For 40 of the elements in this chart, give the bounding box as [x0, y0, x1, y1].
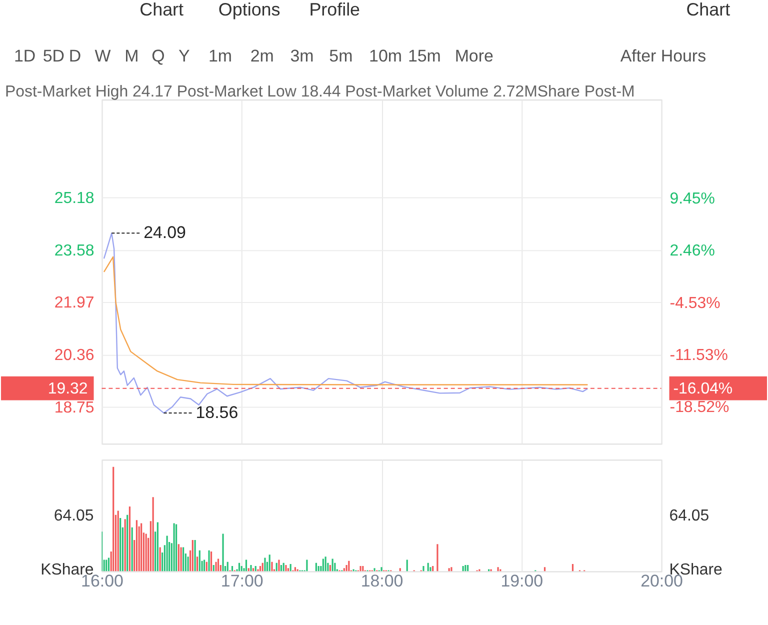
- text: 1m: [208, 46, 232, 66]
- x-tick-label: 18:00: [360, 572, 404, 591]
- x-tick-label: 19:00: [500, 572, 544, 591]
- text: Options: [218, 0, 280, 20]
- text: Q: [152, 46, 165, 66]
- text: W: [94, 46, 111, 66]
- y2-tick-label: -11.53%: [670, 347, 728, 364]
- y2-tick-label: -18.52%: [670, 399, 730, 416]
- text: More: [454, 46, 494, 66]
- annotation: 18.56: [196, 403, 238, 422]
- y2-tick-label: 2.46%: [670, 242, 715, 260]
- text: 5m: [329, 46, 353, 66]
- text: 2m: [250, 46, 274, 66]
- y-tick-label: 20.36: [54, 346, 94, 364]
- text: Chart: [140, 0, 184, 20]
- text: Chart: [686, 0, 730, 20]
- y2-tick-label: -4.53%: [670, 294, 720, 312]
- text: After Hours: [620, 46, 706, 66]
- annotation: Post-Market High 24.17 Post-Market Low 18.44 Post-Market Volume 2.72MShare Post-M: [4, 84, 635, 101]
- text: M: [124, 46, 139, 66]
- text: Profile: [309, 0, 360, 20]
- line-series: [103, 256, 588, 386]
- y-tick-label: 18.75: [54, 399, 94, 416]
- text: 64.05: [54, 507, 94, 524]
- text: 64.05: [669, 507, 710, 524]
- text: 3m: [290, 46, 314, 66]
- text: D: [68, 46, 82, 66]
- y2-tick-label: 9.45%: [670, 190, 715, 208]
- y-tick-label: 21.97: [54, 294, 94, 312]
- text: 5D: [42, 46, 65, 66]
- x-tick-label: 17:00: [220, 572, 264, 591]
- text: 1D: [14, 46, 36, 66]
- y-tick-label: 25.18: [54, 190, 94, 208]
- text: 15m: [408, 46, 441, 66]
- ref-line-label: 19.32: [48, 380, 88, 398]
- annotation: 24.09: [144, 223, 186, 242]
- text: -16.04%: [673, 380, 733, 398]
- text: 10m: [369, 46, 402, 66]
- y-tick-label: 23.58: [54, 242, 94, 260]
- text: Y: [178, 46, 190, 66]
